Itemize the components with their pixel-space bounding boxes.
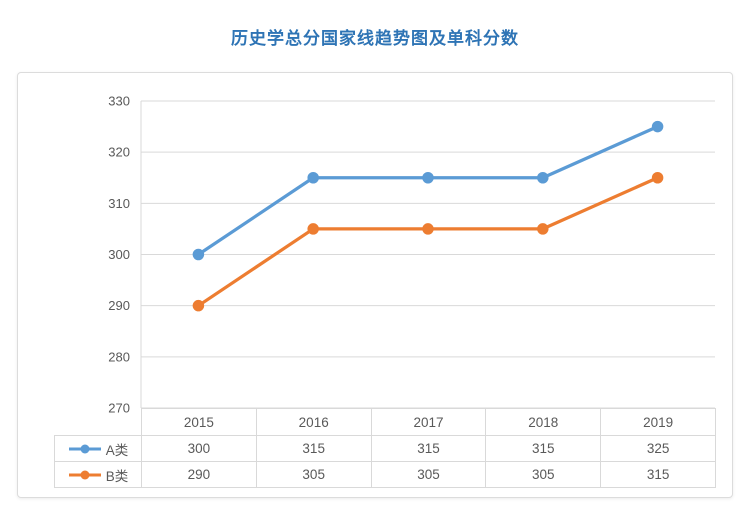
y-axis-tick-label: 310 [108, 196, 130, 211]
series-marker-A类 [307, 172, 319, 184]
series-marker-A类 [651, 120, 664, 133]
series-name-label: A类 [105, 442, 129, 458]
value-cell: 305 [255, 461, 372, 488]
value-cell: 305 [370, 461, 487, 488]
value-cell: 305 [485, 461, 602, 488]
y-axis-tick-label: 290 [108, 298, 130, 313]
series-marker-A类 [422, 172, 434, 184]
value-cell: 290 [141, 461, 257, 488]
value-cell: 315 [600, 461, 716, 488]
year-header: 2016 [255, 408, 372, 436]
legend-marker-icon [68, 470, 101, 479]
series-marker-B类 [307, 223, 319, 235]
legend-marker-icon [68, 444, 101, 453]
y-axis-tick-label: 300 [108, 247, 130, 262]
year-header: 2018 [485, 408, 602, 436]
value-cell: 315 [255, 435, 372, 462]
legend-cell-A类: A类 [54, 435, 142, 462]
legend-dot [80, 470, 90, 479]
series-marker-B类 [651, 172, 664, 184]
value-cell: 325 [600, 435, 716, 462]
year-header: 2017 [370, 408, 487, 436]
series-marker-A类 [537, 172, 549, 184]
table-corner-blank [55, 409, 142, 436]
table-row-A类: A类 300 315 315 315 325 [54, 435, 716, 462]
series-line-A类 [196, 124, 660, 257]
y-axis-tick-label: 320 [108, 145, 130, 160]
chart-title: 历史学总分国家线趋势图及单科分数 [231, 29, 519, 48]
table-header-row: 2015 2016 2017 2018 2019 [55, 408, 716, 436]
value-cell: 315 [485, 435, 602, 462]
series-name-label: B类 [105, 468, 129, 484]
chart-data-table: 2015 2016 2017 2018 2019 A类 300 315 315 315 325 B类 2… [54, 408, 716, 488]
y-axis-tick-label: 280 [108, 349, 130, 364]
y-axis-tick-label: 330 [108, 94, 130, 109]
legend-cell-B类: B类 [54, 461, 142, 488]
legend-dot [80, 444, 90, 453]
value-cell: 315 [370, 435, 487, 462]
table-row-B类: B类 290 305 305 305 315 [54, 461, 716, 488]
chart-card: 270 280 290 300 310 320 330 2015 2016 2017 2018 20… [17, 72, 733, 498]
value-cell: 300 [141, 435, 257, 462]
line-chart: 270 280 290 300 310 320 330 [108, 94, 715, 416]
year-header: 2019 [600, 408, 716, 436]
series-marker-B类 [422, 223, 434, 235]
series-marker-A类 [192, 248, 205, 261]
y-axis-tick-label: 270 [108, 401, 130, 416]
year-header: 2015 [141, 408, 257, 436]
series-line-B类 [196, 176, 660, 308]
series-marker-B类 [192, 299, 205, 312]
series-marker-B类 [537, 223, 549, 235]
